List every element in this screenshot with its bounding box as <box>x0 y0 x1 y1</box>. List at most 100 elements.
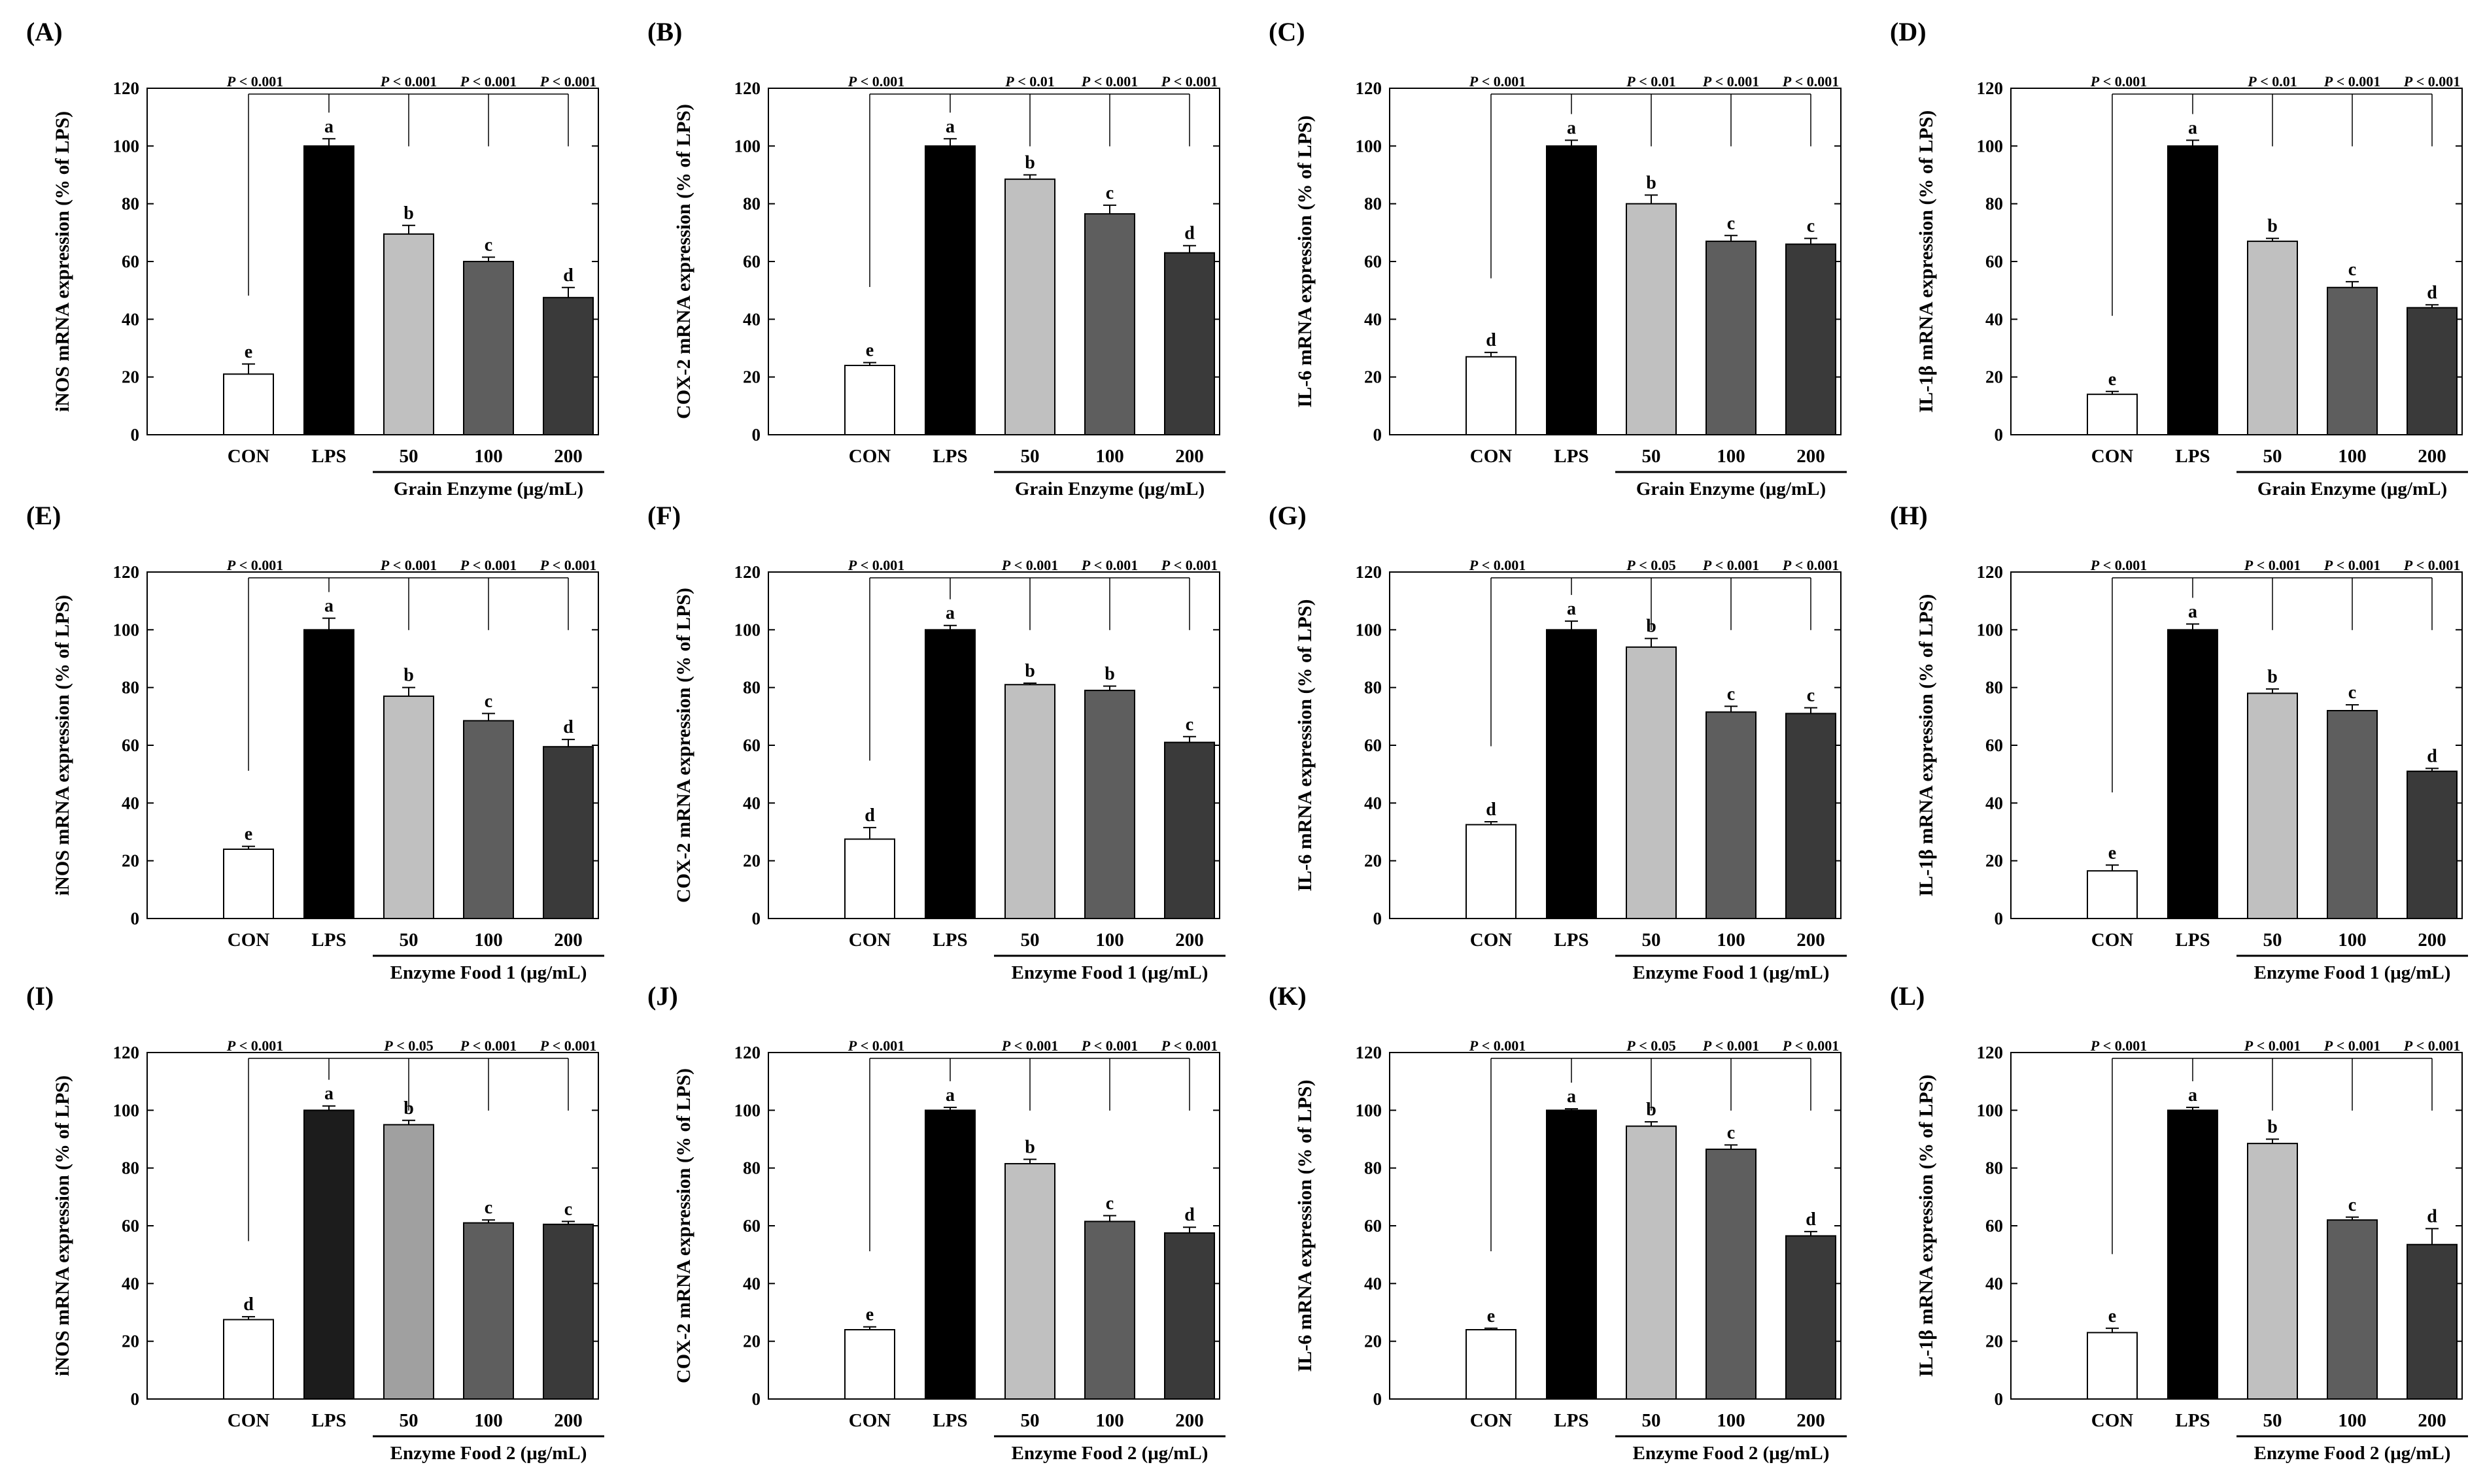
bar <box>543 746 594 919</box>
y-tick-label: 100 <box>1356 136 1382 156</box>
y-tick-label: 20 <box>1985 1332 2003 1351</box>
bar <box>1164 252 1215 435</box>
y-tick-label: 100 <box>113 136 140 156</box>
panel-label: (G) <box>1269 501 1307 530</box>
significance-letter: c <box>1106 183 1114 203</box>
bar <box>223 1319 274 1400</box>
significance-letter: c <box>1807 686 1815 706</box>
x-tick-label: 200 <box>2418 446 2446 467</box>
significance-letter: d <box>865 805 875 826</box>
p-value-label: P < 0.01 <box>1004 73 1055 90</box>
plot-frame <box>146 1052 599 1400</box>
x-tick-label: 100 <box>1717 1410 1745 1431</box>
p-value-label: P < 0.001 <box>2323 557 2381 573</box>
significance-letter: b <box>2267 1117 2278 1138</box>
y-tick-label: 100 <box>1977 620 2004 639</box>
p-value-label: P < 0.001 <box>1469 1037 1526 1054</box>
x-tick-label: LPS <box>1554 446 1588 467</box>
y-tick-label: 100 <box>1356 1100 1382 1120</box>
y-tick-label: 80 <box>1364 194 1382 214</box>
x-tick-label: 200 <box>554 1410 583 1431</box>
bar <box>1004 178 1055 435</box>
y-tick-label: 80 <box>743 1158 761 1178</box>
x-tick-label: 100 <box>474 1410 503 1431</box>
y-tick-label: 100 <box>1977 136 2004 156</box>
x-tick-label: CON <box>228 446 270 467</box>
bar <box>2167 145 2218 435</box>
x-tick-label: 50 <box>1642 1410 1661 1431</box>
x-tick-label: LPS <box>933 1410 967 1431</box>
bar <box>1465 1329 1517 1400</box>
bar <box>1546 629 1597 919</box>
chart-panel: (G) IL-6 mRNA expression (% of LPS) 0 20 40 6… <box>1269 501 1847 983</box>
p-value-label: P < 0.01 <box>1626 73 1676 90</box>
p-value-label: P < 0.001 <box>380 557 437 573</box>
y-tick-label: 60 <box>1985 252 2003 271</box>
x-tick-label: 50 <box>2263 930 2282 951</box>
significance-letter: b <box>1025 153 1035 173</box>
x-tick-label: 50 <box>1021 930 1040 951</box>
y-tick-label: 0 <box>752 425 761 445</box>
p-value-label: P < 0.001 <box>1001 1037 1059 1054</box>
bar <box>2247 692 2298 919</box>
bar <box>1705 1148 1757 1400</box>
y-tick-label: 80 <box>1985 194 2003 214</box>
panel-label: (E) <box>26 501 61 530</box>
p-value-label: P < 0.001 <box>226 73 284 90</box>
bar <box>1084 213 1135 435</box>
y-axis-label: COX-2 mRNA expression (% of LPS) <box>673 588 694 903</box>
x-tick-label: CON <box>1470 446 1513 467</box>
y-tick-label: 40 <box>1364 793 1382 813</box>
y-tick-label: 120 <box>734 562 761 582</box>
panel-label: (K) <box>1269 981 1307 1011</box>
x-tick-label: 100 <box>2338 930 2367 951</box>
significance-letter: a <box>2188 118 2197 139</box>
p-value-label: P < 0.001 <box>2090 1037 2148 1054</box>
x-tick-label: 50 <box>400 446 419 467</box>
y-axis-label: IL-1β mRNA expression (% of LPS) <box>1915 1075 1937 1377</box>
significance-letter: d <box>2427 1206 2437 1226</box>
x-tick-label: LPS <box>2175 1410 2210 1431</box>
y-tick-label: 80 <box>1985 678 2003 698</box>
significance-letter: d <box>243 1294 254 1315</box>
significance-letter: e <box>866 1305 874 1325</box>
y-axis-label: IL-1β mRNA expression (% of LPS) <box>1915 594 1937 897</box>
bar <box>844 1329 895 1400</box>
x-tick-label: CON <box>1470 1410 1513 1431</box>
significance-letter: c <box>1727 684 1735 704</box>
y-tick-label: 120 <box>1977 562 2004 582</box>
x-tick-label: 200 <box>1175 930 1204 951</box>
y-tick-label: 80 <box>1985 1158 2003 1178</box>
x-tick-label: 100 <box>1717 446 1745 467</box>
bar <box>925 1109 976 1400</box>
group-label: Enzyme Food 2 (μg/mL) <box>1012 1443 1208 1464</box>
x-tick-label: 100 <box>2338 1410 2367 1431</box>
p-value-label: P < 0.001 <box>460 557 517 573</box>
y-tick-label: 80 <box>122 1158 139 1178</box>
group-label: Enzyme Food 1 (μg/mL) <box>390 962 587 983</box>
p-value-label: P < 0.001 <box>2403 73 2461 90</box>
bar <box>383 1124 434 1400</box>
x-tick-label: 50 <box>2263 1410 2282 1431</box>
y-tick-label: 60 <box>743 252 761 271</box>
y-tick-label: 100 <box>113 1100 140 1120</box>
bar <box>2407 307 2458 435</box>
panel-label: (F) <box>647 501 681 530</box>
y-tick-label: 100 <box>734 136 761 156</box>
chart-panel: (J) COX-2 mRNA expression (% of LPS) 0 20 40… <box>647 981 1225 1464</box>
p-value-label: P < 0.001 <box>2403 557 2461 573</box>
y-tick-label: 60 <box>743 1216 761 1236</box>
significance-letter: e <box>866 341 874 361</box>
x-tick-label: 200 <box>1796 446 1825 467</box>
p-value-label: P < 0.001 <box>1702 73 1760 90</box>
y-tick-label: 20 <box>1985 851 2003 871</box>
chart-panel: (K) IL-6 mRNA expression (% of LPS) 0 20 40 6… <box>1269 981 1847 1464</box>
significance-letter: b <box>1025 1137 1035 1157</box>
x-tick-label: LPS <box>311 446 346 467</box>
significance-letter: c <box>564 1199 572 1219</box>
chart-panel: (H) IL-1β mRNA expression (% of LPS) 0 20 40… <box>1890 501 2468 983</box>
significance-letter: e <box>245 342 252 362</box>
y-tick-label: 80 <box>122 678 139 698</box>
significance-letter: c <box>1186 715 1193 735</box>
y-axis-label: iNOS mRNA expression (% of LPS) <box>52 1075 73 1376</box>
